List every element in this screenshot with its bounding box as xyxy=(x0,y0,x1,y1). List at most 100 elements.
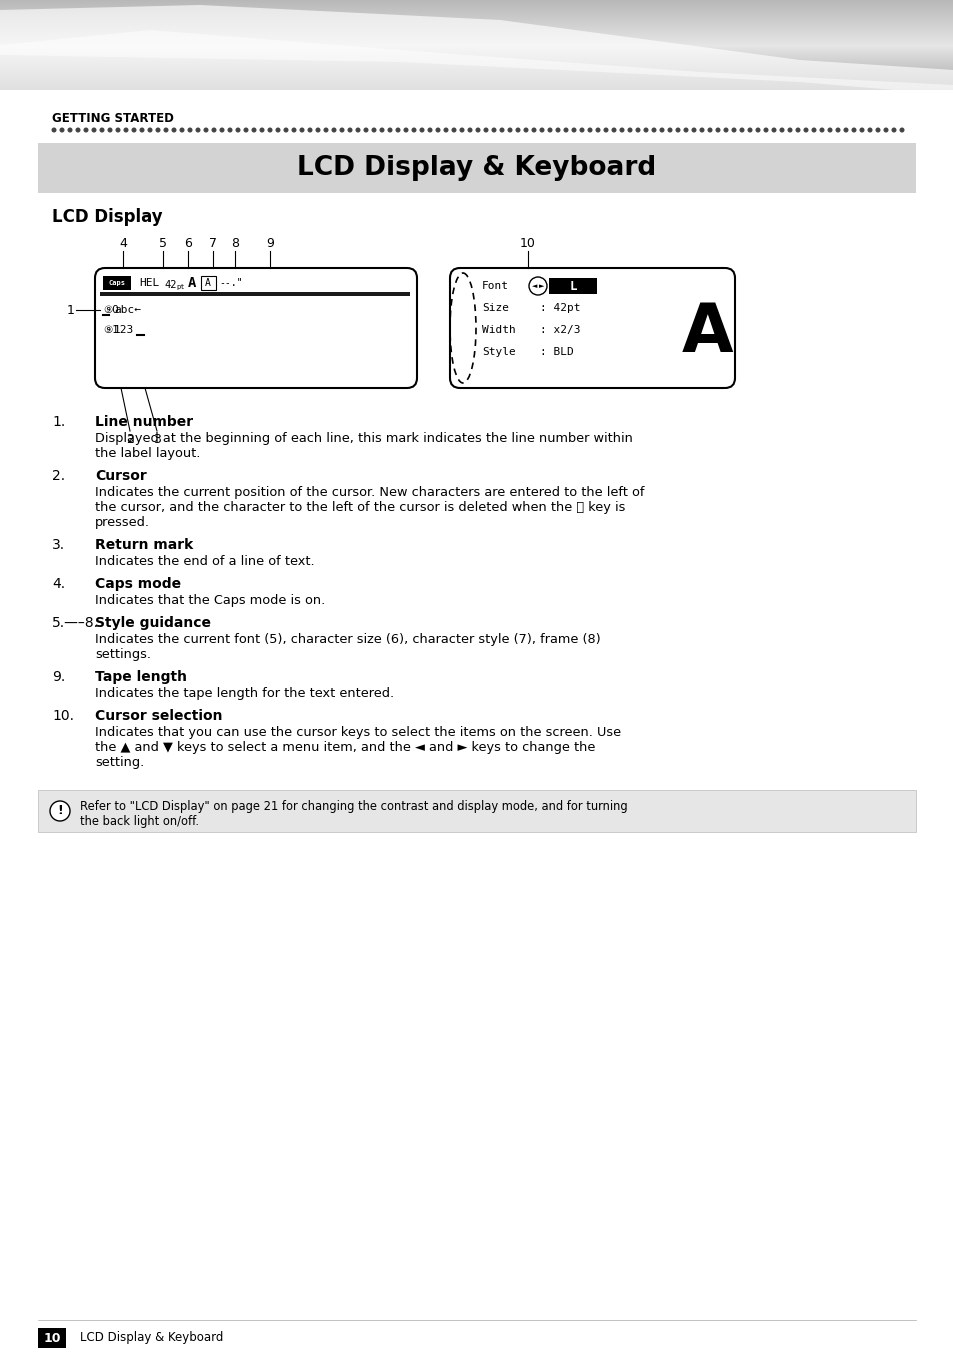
Circle shape xyxy=(340,128,343,132)
Circle shape xyxy=(100,128,104,132)
Circle shape xyxy=(140,128,144,132)
Circle shape xyxy=(811,128,815,132)
Text: L: L xyxy=(569,280,577,293)
Text: 3: 3 xyxy=(152,433,161,446)
Circle shape xyxy=(212,128,215,132)
Circle shape xyxy=(260,128,264,132)
Circle shape xyxy=(667,128,671,132)
Circle shape xyxy=(676,128,679,132)
Circle shape xyxy=(204,128,208,132)
Circle shape xyxy=(196,128,199,132)
Circle shape xyxy=(756,128,759,132)
Circle shape xyxy=(228,128,232,132)
Circle shape xyxy=(476,128,479,132)
Circle shape xyxy=(76,128,80,132)
Text: 8: 8 xyxy=(231,237,239,250)
Circle shape xyxy=(588,128,591,132)
Circle shape xyxy=(548,128,551,132)
Circle shape xyxy=(843,128,847,132)
Text: A: A xyxy=(680,300,732,366)
Circle shape xyxy=(891,128,895,132)
Text: 123: 123 xyxy=(113,324,134,335)
Text: A: A xyxy=(205,278,211,288)
Text: setting.: setting. xyxy=(95,756,144,769)
Text: Indicates that you can use the cursor keys to select the items on the screen. Us: Indicates that you can use the cursor ke… xyxy=(95,726,620,740)
Text: pressed.: pressed. xyxy=(95,516,150,529)
Circle shape xyxy=(692,128,695,132)
Text: : BLD: : BLD xyxy=(539,347,573,357)
Text: LCD Display & Keyboard: LCD Display & Keyboard xyxy=(297,155,656,180)
Text: Displayed at the beginning of each line, this mark indicates the line number wit: Displayed at the beginning of each line,… xyxy=(95,432,632,445)
Circle shape xyxy=(492,128,496,132)
Text: !: ! xyxy=(57,805,63,817)
Text: 10.: 10. xyxy=(52,708,74,723)
Circle shape xyxy=(380,128,383,132)
Text: settings.: settings. xyxy=(95,649,151,661)
Circle shape xyxy=(508,128,511,132)
Text: Tape length: Tape length xyxy=(95,670,187,684)
Text: the label layout.: the label layout. xyxy=(95,446,200,460)
FancyBboxPatch shape xyxy=(38,1329,66,1348)
FancyBboxPatch shape xyxy=(450,267,734,388)
Circle shape xyxy=(164,128,168,132)
Circle shape xyxy=(132,128,135,132)
Text: 9: 9 xyxy=(266,237,274,250)
Circle shape xyxy=(324,128,328,132)
Text: 4: 4 xyxy=(119,237,127,250)
Text: Caps: Caps xyxy=(109,280,126,286)
Circle shape xyxy=(516,128,519,132)
Circle shape xyxy=(836,128,839,132)
Circle shape xyxy=(364,128,368,132)
Circle shape xyxy=(596,128,599,132)
Text: LCD Display & Keyboard: LCD Display & Keyboard xyxy=(80,1331,223,1345)
Circle shape xyxy=(883,128,887,132)
Circle shape xyxy=(636,128,639,132)
Circle shape xyxy=(268,128,272,132)
Circle shape xyxy=(796,128,799,132)
Text: Refer to "LCD Display" on page 21 for changing the contrast and display mode, an: Refer to "LCD Display" on page 21 for ch… xyxy=(80,801,627,813)
Circle shape xyxy=(276,128,279,132)
Text: Cursor: Cursor xyxy=(95,470,147,483)
Circle shape xyxy=(308,128,312,132)
Circle shape xyxy=(579,128,583,132)
Circle shape xyxy=(444,128,447,132)
Circle shape xyxy=(627,128,631,132)
Circle shape xyxy=(92,128,95,132)
Text: Caps mode: Caps mode xyxy=(95,577,181,592)
Circle shape xyxy=(332,128,335,132)
Circle shape xyxy=(820,128,823,132)
Circle shape xyxy=(539,128,543,132)
Text: LCD Display: LCD Display xyxy=(52,208,162,227)
Circle shape xyxy=(827,128,831,132)
Circle shape xyxy=(395,128,399,132)
FancyBboxPatch shape xyxy=(95,267,416,388)
Text: HEL: HEL xyxy=(139,278,159,288)
Circle shape xyxy=(652,128,655,132)
Circle shape xyxy=(419,128,423,132)
Text: ◄: ◄ xyxy=(532,284,537,289)
Circle shape xyxy=(124,128,128,132)
Circle shape xyxy=(436,128,439,132)
Text: Indicates that the Caps mode is on.: Indicates that the Caps mode is on. xyxy=(95,594,325,607)
Circle shape xyxy=(747,128,751,132)
Text: Width: Width xyxy=(481,324,516,335)
Circle shape xyxy=(315,128,319,132)
Text: the back light on/off.: the back light on/off. xyxy=(80,816,199,828)
Circle shape xyxy=(643,128,647,132)
Circle shape xyxy=(84,128,88,132)
Text: Indicates the tape length for the text entered.: Indicates the tape length for the text e… xyxy=(95,687,394,700)
Circle shape xyxy=(771,128,775,132)
Text: : x2/3: : x2/3 xyxy=(539,324,579,335)
Circle shape xyxy=(867,128,871,132)
Circle shape xyxy=(412,128,416,132)
Circle shape xyxy=(236,128,239,132)
Circle shape xyxy=(659,128,663,132)
Text: : 42pt: : 42pt xyxy=(539,303,579,313)
Circle shape xyxy=(108,128,112,132)
Circle shape xyxy=(348,128,352,132)
Circle shape xyxy=(612,128,615,132)
Text: --.": --." xyxy=(219,278,242,288)
Text: 4.: 4. xyxy=(52,577,65,592)
Circle shape xyxy=(180,128,184,132)
Circle shape xyxy=(523,128,527,132)
